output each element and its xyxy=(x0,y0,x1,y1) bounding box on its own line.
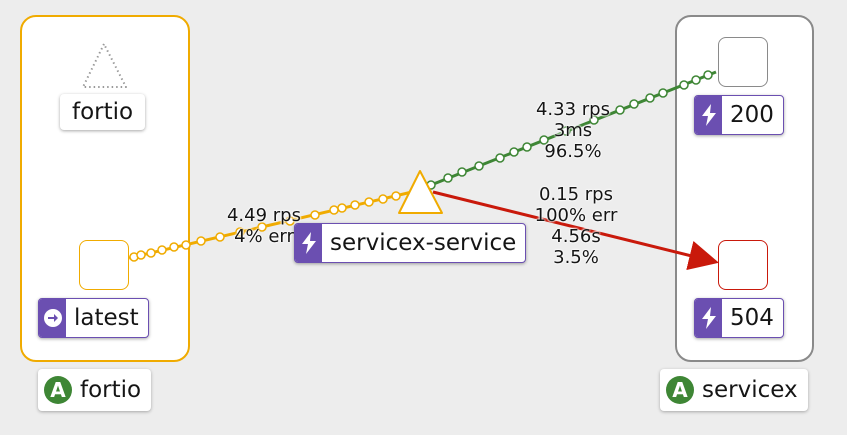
node-label-latest-text: latest xyxy=(74,304,139,331)
bolt-icon xyxy=(695,299,722,337)
arrow-circle-right-icon xyxy=(39,299,66,337)
node-label-200-text: 200 xyxy=(730,101,774,128)
edge-label-line: 4.56s xyxy=(551,226,601,247)
app-badge-icon: A xyxy=(666,376,694,404)
bolt-icon xyxy=(695,96,722,134)
edge-label-line: 4.49 rps xyxy=(226,205,301,226)
edge-dots-yellow xyxy=(129,191,401,262)
app-badge-icon: A xyxy=(44,376,72,404)
edge-label-service-to-504: 0.15 rps 100% err 4.56s 3.5% xyxy=(522,184,630,268)
app-group-label-servicex: A servicex xyxy=(660,369,808,411)
node-label-servicex-service: servicex-service xyxy=(294,223,527,263)
node-label-fortio-text: fortio xyxy=(72,99,134,125)
node-label-200: 200 xyxy=(694,95,784,135)
node-label-fortio: fortio xyxy=(60,94,146,130)
edge-label-line: 3.5% xyxy=(553,247,599,268)
app-group-label-text: fortio xyxy=(80,377,142,403)
edge-label-service-to-200: 4.33 rps 3ms 96.5% xyxy=(528,99,618,162)
node-label-latest: latest xyxy=(38,298,149,338)
edge-label-line: 100% err xyxy=(534,205,618,226)
node-label-504-text: 504 xyxy=(730,304,774,331)
edge-label-line: 0.15 rps xyxy=(538,184,613,205)
edge-label-line: 4.33 rps xyxy=(535,99,610,120)
edge-label-line: 3ms xyxy=(553,120,593,141)
app-group-label-fortio: A fortio xyxy=(38,369,152,411)
app-group-label-text: servicex xyxy=(702,377,798,403)
bolt-icon xyxy=(295,224,322,262)
node-label-504: 504 xyxy=(694,298,784,338)
edge-label-line: 96.5% xyxy=(544,141,602,162)
edge-service-to-504[interactable] xyxy=(432,190,719,271)
node-workload-latest[interactable] xyxy=(79,240,129,290)
service-node-triangle xyxy=(398,170,443,214)
node-version-504[interactable] xyxy=(718,240,768,290)
node-version-200[interactable] xyxy=(718,37,768,87)
edge-dots-green xyxy=(426,70,713,190)
edge-label-fortio-to-service: 4.49 rps 4% err xyxy=(222,205,306,247)
node-label-servicex-service-text: servicex-service xyxy=(330,229,517,256)
dotted-triangle-icon xyxy=(82,43,127,88)
edge-label-line: 4% err xyxy=(234,226,294,247)
